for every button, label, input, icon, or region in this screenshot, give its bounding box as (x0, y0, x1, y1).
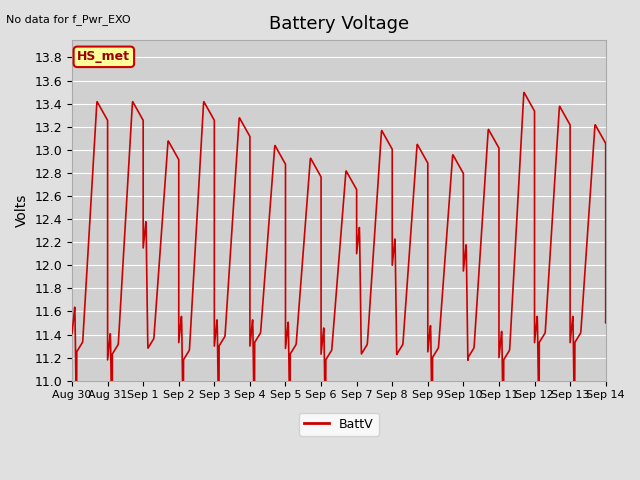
Text: HS_met: HS_met (77, 50, 131, 63)
Text: No data for f_Pwr_EXO: No data for f_Pwr_EXO (6, 14, 131, 25)
Title: Battery Voltage: Battery Voltage (269, 15, 409, 33)
Legend: BattV: BattV (299, 413, 379, 436)
Y-axis label: Volts: Volts (15, 194, 29, 227)
